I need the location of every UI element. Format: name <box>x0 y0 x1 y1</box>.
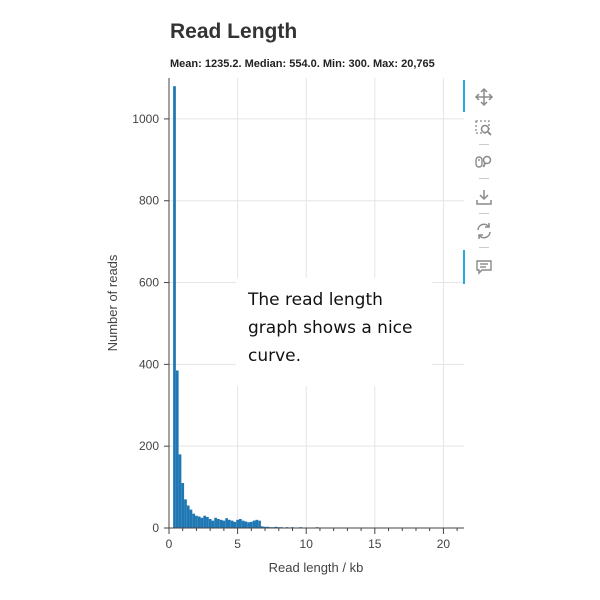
histogram-bar <box>195 515 198 528</box>
y-tick-label: 800 <box>139 194 159 208</box>
histogram-bar <box>274 526 278 528</box>
histogram-bar <box>178 454 182 528</box>
histogram-bar <box>228 519 231 528</box>
box-zoom-icon[interactable] <box>471 115 497 141</box>
histogram-bar <box>208 519 212 528</box>
histogram-bar <box>244 521 248 528</box>
histogram-bar <box>175 370 179 528</box>
histogram-bar <box>203 515 207 528</box>
histogram-bar <box>184 499 187 528</box>
reset-icon[interactable] <box>471 218 497 244</box>
histogram-bars <box>173 86 451 528</box>
histogram-bar <box>206 516 209 528</box>
x-tick-label: 15 <box>368 537 382 551</box>
toolbar-separator <box>479 213 489 214</box>
save-icon[interactable] <box>471 184 497 210</box>
histogram-bar <box>260 526 264 528</box>
histogram-bar <box>197 516 201 528</box>
pan-icon[interactable] <box>471 84 497 110</box>
histogram-bar <box>236 519 239 528</box>
toolbar-active-marker <box>463 80 465 112</box>
chart-subtitle: Mean: 1235.2. Median: 554.0. Min: 300. M… <box>170 58 435 70</box>
histogram-bar <box>181 483 185 528</box>
histogram-bar <box>255 519 259 528</box>
y-tick-label: 0 <box>152 521 159 535</box>
histogram-bar <box>252 520 256 528</box>
histogram-bar <box>217 519 220 528</box>
histogram-bar <box>225 518 228 528</box>
histogram-bar <box>247 522 250 528</box>
x-tick-label: 10 <box>300 537 314 551</box>
annotation-callout: The read length graph shows a nice curve… <box>236 278 432 386</box>
histogram-bar <box>219 519 223 528</box>
toolbar-separator <box>479 144 489 145</box>
x-tick-label: 20 <box>437 537 451 551</box>
histogram-bar <box>173 86 176 528</box>
histogram-bar <box>238 519 242 528</box>
y-tick-label: 200 <box>139 439 159 453</box>
y-tick-label: 400 <box>139 357 159 371</box>
histogram-bar <box>222 520 226 528</box>
histogram-bar <box>233 521 237 528</box>
x-tick-label: 0 <box>166 537 173 551</box>
histogram-bar <box>249 521 253 528</box>
histogram-bar <box>266 526 270 528</box>
histogram-bar <box>230 520 234 528</box>
histogram-bar <box>258 520 261 528</box>
histogram-bar <box>186 505 190 528</box>
y-axis-ticks: 0 200 400 600 800 1000 <box>132 112 169 535</box>
histogram-bar <box>200 517 204 528</box>
histogram-bar <box>263 526 267 528</box>
toolbar-separator <box>479 178 489 179</box>
chart-title: Read Length <box>170 20 298 43</box>
x-axis-label: Read length / kb <box>269 560 364 575</box>
toolbar-separator <box>479 247 489 248</box>
y-tick-label: 600 <box>139 276 159 290</box>
histogram-bar <box>189 509 193 528</box>
histogram-bar <box>241 520 245 528</box>
histogram-bar <box>214 517 218 528</box>
toolbar-active-marker <box>463 250 465 284</box>
hover-icon[interactable] <box>471 254 497 280</box>
x-tick-label: 5 <box>234 537 241 551</box>
x-axis-ticks: 0 5 10 15 20 <box>166 528 458 551</box>
y-axis-label: Number of reads <box>105 254 120 351</box>
y-tick-label: 1000 <box>132 112 159 126</box>
chart-toolbar <box>463 78 503 288</box>
histogram-bar <box>211 520 215 528</box>
histogram-bar <box>192 513 196 528</box>
wheel-zoom-icon[interactable] <box>471 149 497 175</box>
